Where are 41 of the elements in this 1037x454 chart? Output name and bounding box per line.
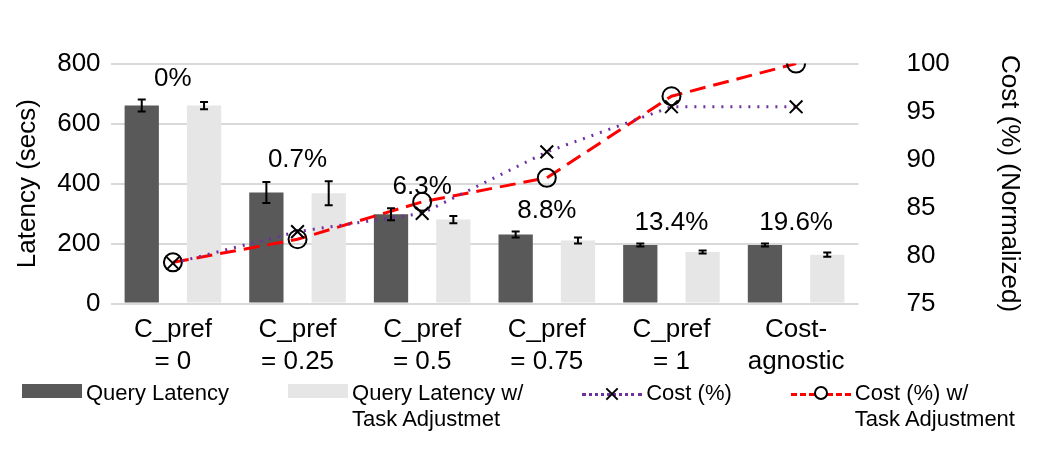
bar: [436, 219, 471, 303]
legend-label: Cost (%) w/ Task Adjustment: [854, 380, 1015, 432]
bar: [747, 245, 783, 303]
x-tick-label: C_pref = 0.25: [258, 313, 338, 375]
legend-label: Query Latency w/ Task Adjustmet: [352, 380, 524, 432]
bar: [311, 193, 346, 303]
bar: [810, 254, 845, 303]
bar: [623, 245, 658, 303]
y2-axis-title: Cost (%) (Normalized): [996, 55, 1027, 313]
bar: [498, 234, 533, 303]
annotation: 13.4%: [634, 205, 709, 236]
legend-label: Cost (%): [646, 380, 732, 406]
y2-tick-label: 85: [906, 190, 936, 221]
x-tick-label: C_pref = 0: [133, 313, 213, 375]
y-tick-label: 400: [57, 166, 101, 197]
annotation: 0.7%: [267, 143, 328, 174]
annotation: 8.8%: [517, 193, 577, 224]
bar: [124, 105, 159, 303]
bar: [685, 252, 720, 303]
annotation: 19.6%: [759, 205, 833, 236]
bar: [186, 105, 222, 303]
y-tick-label: 800: [57, 46, 101, 77]
y-tick-label: 200: [57, 226, 101, 257]
y2-tick-label: 95: [906, 94, 936, 125]
y-tick-label: 600: [57, 106, 101, 137]
x-tick-label: C_pref = 1: [632, 313, 712, 375]
y-tick-label: 0: [86, 286, 101, 317]
annotation: 0%: [154, 61, 192, 92]
bar: [249, 192, 284, 303]
y2-tick-label: 80: [906, 238, 936, 269]
y-axis-title: Latency (secs): [10, 99, 41, 269]
legend-label: Query Latency: [86, 380, 230, 406]
bar: [560, 240, 596, 303]
bar: [373, 214, 409, 303]
x-tick-label: Cost- agnostic: [747, 313, 845, 375]
y2-tick-label: 100: [906, 46, 950, 77]
x-tick-label: C_pref = 0.5: [383, 313, 462, 375]
annotation: 6.3%: [392, 170, 452, 201]
y2-tick-label: 90: [906, 142, 936, 173]
y2-tick-label: 75: [906, 286, 936, 317]
x-tick-label: C_pref = 0.75: [507, 313, 587, 375]
